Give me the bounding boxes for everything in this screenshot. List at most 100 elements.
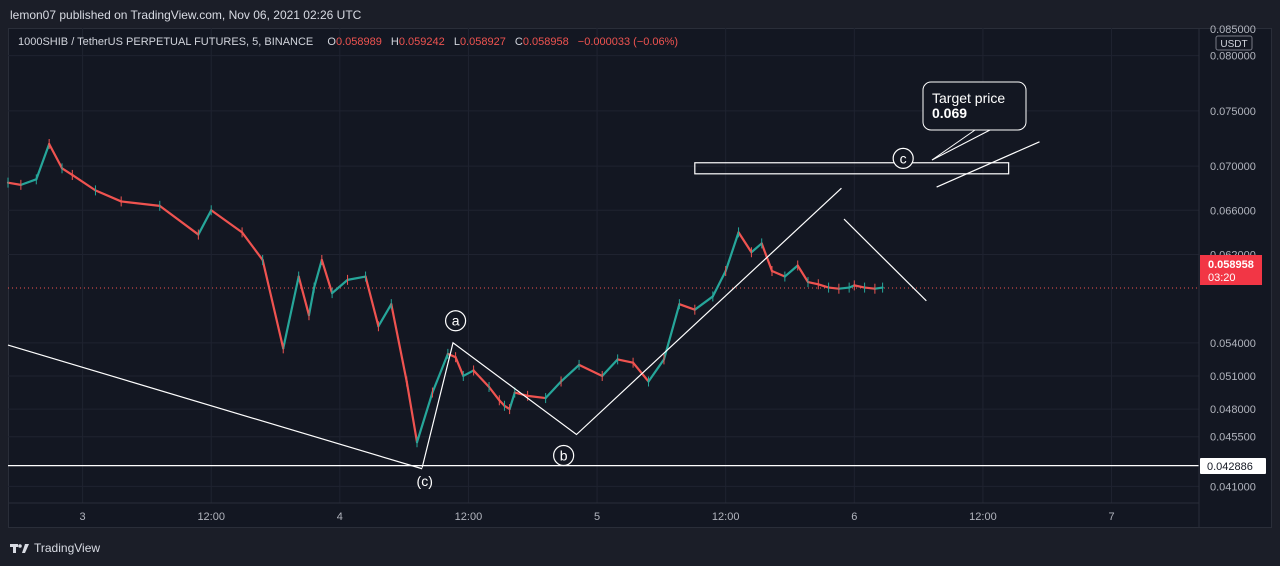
target-zone-box — [694, 162, 1010, 175]
x-tick-label: 7 — [1108, 511, 1114, 523]
x-tick-label: 12:00 — [969, 511, 997, 523]
wave-label-text: a — [452, 313, 460, 329]
close-label: C — [514, 36, 523, 48]
wave-label-circle — [444, 310, 467, 332]
price-segment — [647, 358, 666, 383]
price-segment — [616, 358, 635, 364]
price-segment — [487, 385, 501, 402]
currency-box[interactable] — [1215, 35, 1253, 51]
close-value: 0.058958 — [522, 36, 569, 48]
price-segment — [498, 399, 506, 407]
low-label: L — [453, 36, 460, 48]
price-segment — [577, 363, 604, 378]
price-segment — [806, 280, 820, 286]
y-tick-label: 0.075000 — [1210, 106, 1256, 118]
price-segment — [601, 358, 619, 378]
price-segment — [60, 167, 74, 177]
x-tick-label: 3 — [80, 511, 86, 523]
footer-brand[interactable]: TradingView — [10, 541, 100, 555]
price-segment — [508, 391, 516, 411]
price-segment — [770, 269, 786, 278]
wave-labels-layer: a b c (c) — [417, 147, 914, 489]
tradingview-logo-icon — [10, 544, 29, 553]
wave-label-text: c — [900, 150, 907, 166]
price-segment — [853, 284, 866, 289]
trend-line — [421, 187, 842, 468]
price-segment — [724, 231, 740, 273]
price-segment — [863, 286, 876, 290]
trend-lines-layer — [7, 141, 1040, 470]
price-segment — [544, 380, 563, 400]
price-segment — [750, 242, 763, 254]
change-value: −0.000033 (−0.06%) — [577, 36, 679, 48]
price-segment — [390, 303, 408, 383]
support-price-value: 0.042886 — [1207, 461, 1253, 473]
wave-label-text: (c) — [417, 473, 433, 489]
price-segment — [307, 286, 316, 317]
price-segment — [446, 352, 457, 359]
x-tick-label: 6 — [851, 511, 857, 523]
y-tick-label: 0.066000 — [1210, 205, 1256, 217]
high-label: H — [390, 36, 399, 48]
price-segment — [711, 269, 727, 298]
wave-label-text: b — [560, 448, 568, 464]
price-segment — [837, 286, 851, 290]
symbol-legend: 1000SHIB / TetherUS PERPETUAL FUTURES, 5… — [18, 36, 684, 48]
high-value: 0.059242 — [398, 36, 445, 48]
price-segment — [320, 258, 334, 295]
target-price-value: 0.069 — [932, 105, 967, 121]
price-segment — [48, 142, 64, 170]
publisher-bar: lemon07 published on TradingView.com, No… — [0, 0, 1280, 28]
price-segment — [873, 286, 884, 290]
x-tick-label: 4 — [337, 511, 343, 523]
price-segment — [526, 394, 547, 400]
price-segment — [346, 275, 367, 281]
callout-pointer-1 — [931, 129, 976, 161]
price-segment — [282, 275, 300, 350]
price-segment — [240, 231, 264, 262]
price-segment — [513, 391, 529, 397]
price-segment — [454, 356, 465, 378]
trend-line — [7, 344, 423, 470]
target-price-callout[interactable]: Target price 0.069 — [922, 81, 1027, 161]
wave-label-circle — [553, 444, 575, 467]
x-tick-label: 12:00 — [197, 511, 225, 523]
price-segment — [331, 278, 349, 295]
price-segment — [197, 209, 213, 236]
symbol-name: 1000SHIB / TetherUS PERPETUAL FUTURES, 5… — [18, 36, 314, 48]
price-segment — [210, 209, 244, 234]
publisher-text: lemon07 published on TradingView.com, No… — [10, 8, 362, 22]
price-segment — [693, 295, 714, 311]
trend-line — [843, 218, 927, 302]
y-tick-label: 0.048000 — [1210, 404, 1256, 416]
open-value: 0.058989 — [335, 36, 382, 48]
support-price-tag: 0.042886 — [1200, 458, 1266, 474]
x-tick-label: 12:00 — [455, 511, 483, 523]
price-segment — [796, 264, 810, 284]
price-segment — [462, 369, 475, 378]
target-price-title: Target price — [932, 90, 1005, 106]
price-segment — [559, 363, 581, 383]
price-segment — [431, 352, 449, 394]
y-tick-label: 0.041000 — [1210, 481, 1256, 493]
low-value: 0.058927 — [459, 36, 506, 48]
countdown-value: 03:20 — [1208, 272, 1236, 284]
price-segment — [364, 275, 380, 328]
price-segment — [377, 303, 393, 328]
price-segment — [6, 181, 22, 186]
x-tick-label: 12:00 — [712, 511, 740, 523]
price-segment — [19, 178, 38, 186]
price-segment — [261, 258, 285, 350]
price-segment — [35, 142, 51, 181]
x-tick-label: 5 — [594, 511, 600, 523]
price-segment — [297, 275, 311, 317]
top-partial-price: 0.085000 — [1210, 24, 1256, 36]
price-segment — [827, 286, 840, 290]
y-tick-label: 0.051000 — [1210, 371, 1256, 383]
price-segment — [71, 173, 97, 192]
current-price-tag: 0.058958 03:20 — [1200, 255, 1262, 285]
price-segment — [313, 258, 323, 289]
price-segment — [94, 189, 123, 203]
y-tick-label: 0.080000 — [1210, 51, 1256, 63]
